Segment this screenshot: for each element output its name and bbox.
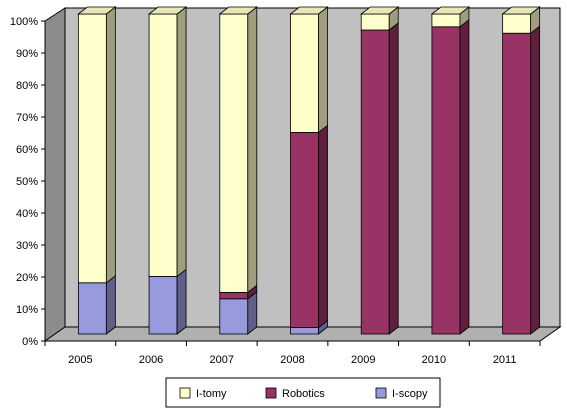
bar-i-scopy-2005: [77, 282, 107, 335]
y-tick-label: 30%: [16, 240, 38, 252]
y-tick-label: 100%: [10, 16, 38, 28]
bar-i-tomy-2005-side: [105, 6, 116, 284]
bar-i-scopy-2006: [148, 275, 178, 335]
x-tick-label: 2009: [351, 354, 375, 366]
bar-i-tomy-2009: [360, 13, 390, 31]
bar-i-tomy-2006-side: [176, 6, 187, 278]
bar-robotics-2011: [502, 32, 532, 335]
chart-bars: [77, 6, 541, 335]
legend-box: [165, 377, 441, 408]
legend-swatch-robotics: [265, 387, 277, 399]
bar-top-2005: [77, 6, 117, 15]
bar-i-tomy-2010: [431, 13, 461, 28]
legend-swatch-i-tomy: [179, 387, 191, 399]
bar-i-tomy-2005: [77, 13, 107, 284]
bar-i-tomy-2007: [219, 13, 249, 293]
x-tick-label: 2008: [280, 354, 304, 366]
bar-i-tomy-2006: [148, 13, 178, 277]
bar-top-2006: [147, 6, 188, 15]
bar-i-scopy-2006-side: [176, 268, 187, 335]
y-tick-label: 60%: [16, 144, 38, 156]
bar-i-scopy-2008: [290, 327, 319, 335]
bar-i-tomy-2007-side: [247, 6, 258, 294]
y-tick-label: 70%: [16, 112, 38, 124]
bar-top-2007: [218, 6, 258, 15]
legend-swatch-i-scopy: [375, 387, 387, 399]
bar-top-2011: [501, 6, 541, 15]
bar-robotics-2009: [360, 29, 390, 335]
bar-i-tomy-2008: [290, 13, 319, 133]
bar-robotics-2010: [431, 26, 461, 335]
bar-robotics-2010-side: [459, 18, 470, 335]
bar-top-2009: [360, 6, 400, 15]
bar-robotics-2007: [219, 291, 249, 300]
chart-axes: 0% 10% 20% 30% 40% 50% 60% 70% 80% 90% 100% 2005 200…: [10, 16, 541, 366]
y-tick-label: 20%: [16, 272, 38, 284]
y-tick-label: 40%: [16, 208, 38, 220]
bar-robotics-2008: [290, 131, 319, 328]
bar-i-tomy-2008-side: [318, 6, 328, 134]
y-tick-label: 90%: [16, 48, 38, 60]
y-tick-label: 50%: [16, 176, 38, 188]
bar-i-scopy-2005-side: [105, 274, 116, 335]
bar-i-scopy-2007: [219, 298, 249, 335]
bar-robotics-2011-side: [530, 25, 541, 335]
y-tick-label: 0%: [22, 336, 38, 348]
side-wall: [44, 7, 66, 342]
y-tick-label: 80%: [16, 80, 38, 92]
bar-top-2008: [289, 6, 329, 15]
y-tick-label: 10%: [16, 304, 38, 316]
x-tick-label: 2007: [210, 354, 234, 366]
bar-i-tomy-2011: [502, 13, 532, 34]
x-tick-label: 2006: [139, 354, 163, 366]
chart-legend: I-tomy Robotics I-scopy: [165, 377, 441, 408]
bar-top-2010: [430, 6, 471, 15]
x-tick-label: 2011: [493, 354, 517, 366]
bar-robotics-2009-side: [388, 22, 399, 335]
legend-label-robotics: Robotics: [282, 388, 325, 400]
legend-label-i-scopy: I-scopy: [392, 388, 428, 400]
bar-robotics-2008-side: [318, 124, 328, 329]
x-tick-label: 2010: [422, 354, 446, 366]
legend-label-i-tomy: I-tomy: [196, 388, 227, 400]
x-tick-label: 2005: [68, 354, 92, 366]
